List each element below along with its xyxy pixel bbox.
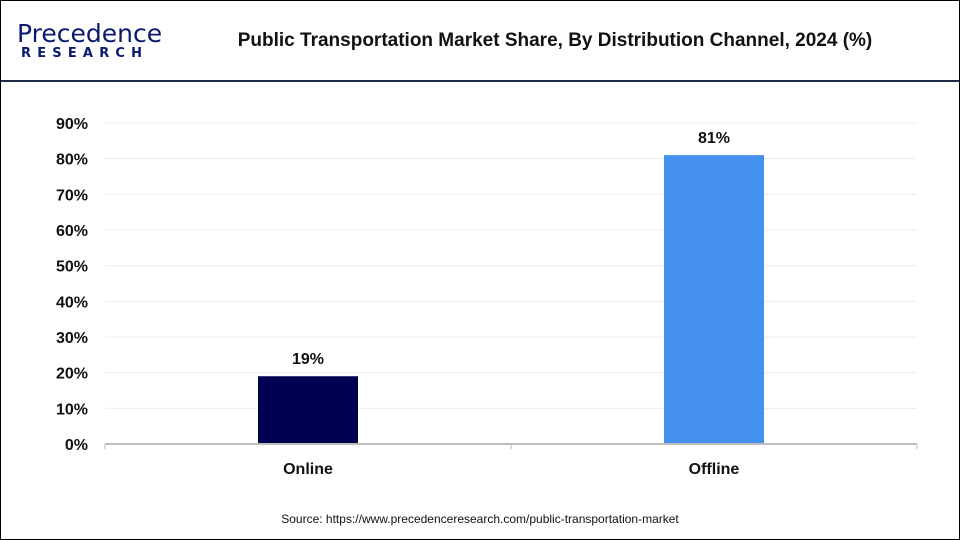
data-label: 19% — [292, 351, 324, 368]
bar-online — [258, 376, 358, 444]
y-tick-label: 50% — [56, 259, 88, 276]
precedence-research-logo: Precedence RESEARCH — [17, 21, 162, 61]
y-tick-label: 20% — [56, 366, 88, 383]
y-tick-label: 10% — [56, 401, 88, 418]
x-tick-label: Offline — [689, 461, 740, 478]
data-label: 81% — [698, 130, 730, 147]
logo-wordmark: Precedence — [17, 19, 163, 48]
y-tick-label: 60% — [56, 223, 88, 240]
y-tick-label: 80% — [56, 152, 88, 169]
source-note: Source: https://www.precedenceresearch.c… — [281, 512, 679, 526]
bar-offline — [664, 155, 764, 444]
y-tick-label: 30% — [56, 330, 88, 347]
y-tick-label: 40% — [56, 294, 88, 311]
y-tick-label: 70% — [56, 187, 88, 204]
x-tick-label: Online — [283, 461, 333, 478]
header: Precedence RESEARCH Public Transportatio… — [1, 1, 959, 82]
y-tick-label: 0% — [65, 437, 88, 454]
y-tick-label: 90% — [56, 116, 88, 133]
logo-subtitle: RESEARCH — [21, 46, 149, 61]
chart-title: Public Transportation Market Share, By D… — [237, 30, 873, 51]
